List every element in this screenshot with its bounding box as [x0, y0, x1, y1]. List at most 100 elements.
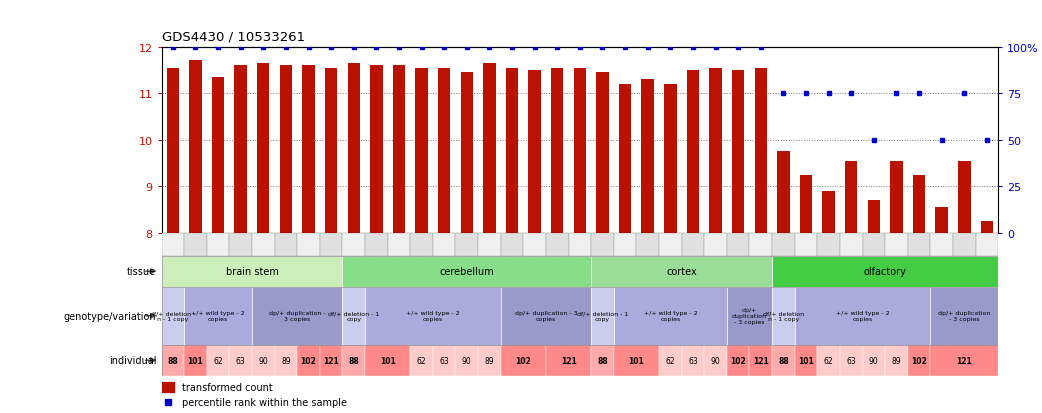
- Bar: [591, 345, 614, 376]
- Bar: [343, 233, 365, 256]
- Text: 101: 101: [798, 356, 814, 365]
- Bar: [393, 66, 405, 233]
- Bar: [704, 345, 727, 376]
- Bar: [206, 233, 229, 256]
- Text: cortex: cortex: [666, 266, 697, 277]
- Bar: [365, 287, 501, 345]
- Bar: [162, 256, 343, 287]
- Bar: [596, 73, 609, 233]
- Bar: [659, 233, 681, 256]
- Bar: [795, 287, 931, 345]
- Bar: [297, 233, 320, 256]
- Bar: [614, 233, 637, 256]
- Text: +/+ wild type - 2
copies: +/+ wild type - 2 copies: [644, 310, 697, 322]
- Bar: [551, 69, 564, 233]
- Bar: [388, 233, 411, 256]
- Text: 101: 101: [628, 356, 644, 365]
- Bar: [863, 345, 885, 376]
- Bar: [411, 345, 432, 376]
- Bar: [569, 233, 591, 256]
- Text: 121: 121: [561, 356, 576, 365]
- Bar: [681, 345, 704, 376]
- Text: 88: 88: [348, 356, 359, 365]
- Bar: [931, 233, 953, 256]
- Bar: [501, 345, 546, 376]
- Text: 121: 121: [323, 356, 339, 365]
- Bar: [868, 201, 880, 233]
- Bar: [890, 161, 902, 233]
- Bar: [659, 345, 681, 376]
- Text: 89: 89: [892, 356, 901, 365]
- Text: 62: 62: [417, 356, 426, 365]
- Bar: [184, 287, 252, 345]
- Bar: [162, 233, 184, 256]
- Bar: [795, 233, 817, 256]
- Bar: [348, 64, 359, 233]
- Bar: [817, 345, 840, 376]
- Text: 88: 88: [168, 356, 178, 365]
- Bar: [885, 345, 908, 376]
- Bar: [167, 69, 179, 233]
- Bar: [432, 233, 455, 256]
- Bar: [528, 71, 541, 233]
- Bar: [591, 287, 614, 345]
- Bar: [817, 233, 840, 256]
- Bar: [664, 85, 676, 233]
- Bar: [845, 161, 858, 233]
- Bar: [483, 64, 496, 233]
- Text: 102: 102: [911, 356, 927, 365]
- Bar: [908, 233, 931, 256]
- Bar: [320, 345, 343, 376]
- Bar: [325, 69, 338, 233]
- Text: brain stem: brain stem: [225, 266, 278, 277]
- Bar: [279, 66, 292, 233]
- Bar: [206, 345, 229, 376]
- Bar: [501, 233, 523, 256]
- Text: 90: 90: [462, 356, 472, 365]
- Text: 88: 88: [597, 356, 607, 365]
- Bar: [505, 69, 518, 233]
- Text: 62: 62: [666, 356, 675, 365]
- Bar: [297, 345, 320, 376]
- Text: 89: 89: [281, 356, 291, 365]
- Bar: [370, 66, 382, 233]
- Text: df/+ deletion
n - 1 copy: df/+ deletion n - 1 copy: [763, 310, 804, 322]
- Bar: [365, 345, 411, 376]
- Bar: [212, 78, 224, 233]
- Bar: [591, 233, 614, 256]
- Text: 102: 102: [516, 356, 531, 365]
- Bar: [913, 175, 925, 233]
- Bar: [162, 287, 184, 345]
- Bar: [687, 71, 699, 233]
- Bar: [343, 345, 365, 376]
- Text: 62: 62: [214, 356, 223, 365]
- Bar: [320, 233, 343, 256]
- Bar: [749, 233, 772, 256]
- Bar: [257, 64, 270, 233]
- Bar: [591, 256, 772, 287]
- Text: 62: 62: [824, 356, 834, 365]
- Bar: [455, 233, 478, 256]
- Bar: [546, 345, 591, 376]
- Text: genotype/variation: genotype/variation: [64, 311, 156, 321]
- Bar: [619, 85, 631, 233]
- Text: df/+ deletion -
n - 1 copy: df/+ deletion - n - 1 copy: [150, 310, 196, 322]
- Bar: [731, 71, 744, 233]
- Text: 102: 102: [730, 356, 746, 365]
- Bar: [275, 233, 297, 256]
- Text: 90: 90: [258, 356, 268, 365]
- Bar: [343, 256, 591, 287]
- Bar: [795, 345, 817, 376]
- Text: 121: 121: [957, 356, 972, 365]
- Text: +/+ wild type - 2
copies: +/+ wild type - 2 copies: [192, 310, 245, 322]
- Bar: [822, 192, 835, 233]
- Bar: [229, 345, 252, 376]
- Bar: [275, 345, 297, 376]
- Bar: [546, 233, 569, 256]
- Bar: [642, 80, 654, 233]
- Bar: [727, 233, 749, 256]
- Text: 89: 89: [485, 356, 494, 365]
- Bar: [478, 345, 501, 376]
- Bar: [438, 69, 450, 233]
- Text: 88: 88: [778, 356, 789, 365]
